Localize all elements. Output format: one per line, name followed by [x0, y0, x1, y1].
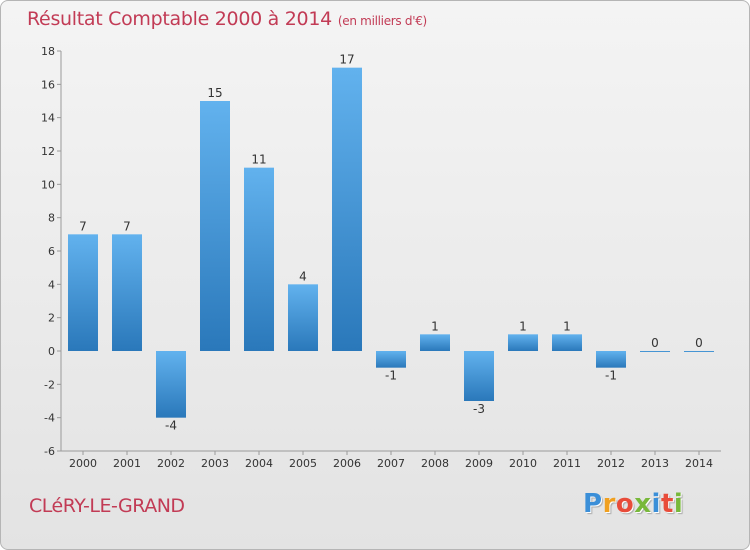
bar-2010: [508, 334, 538, 351]
data-label-2004: 11: [251, 153, 266, 167]
y-tick-label: 14: [41, 112, 55, 125]
chart-title-text: Résultat Comptable 2000 à 2014: [27, 8, 332, 30]
bar-2012: [596, 351, 626, 368]
y-tick-label: -2: [44, 378, 55, 391]
data-label-2005: 4: [299, 269, 307, 283]
data-label-2000: 7: [79, 219, 87, 233]
bar-2003: [200, 101, 230, 351]
y-tick-label: 0: [48, 345, 55, 358]
bar-2004: [244, 167, 274, 351]
bar-2001: [112, 234, 142, 351]
bar-2011: [552, 334, 582, 351]
data-label-2002: -4: [165, 419, 177, 433]
bar-2006: [332, 67, 362, 352]
bar-2002: [156, 351, 186, 418]
x-tick-label: 2009: [465, 457, 493, 470]
data-label-2006: 17: [339, 53, 354, 67]
data-label-2011: 1: [563, 319, 571, 333]
bar-2014: [684, 351, 714, 352]
y-tick-label: 16: [41, 78, 55, 91]
y-tick-label: 8: [48, 212, 55, 225]
y-tick-label: 4: [48, 278, 55, 291]
data-label-2003: 15: [207, 86, 222, 100]
data-label-2014: 0: [695, 336, 703, 350]
x-tick-label: 2014: [685, 457, 713, 470]
x-tick-label: 2006: [333, 457, 361, 470]
proxiti-logo[interactable]: Proxiti: [583, 489, 683, 519]
data-label-2010: 1: [519, 319, 527, 333]
y-tick-label: 6: [48, 245, 55, 258]
logo-letter: o: [615, 489, 635, 519]
x-tick-label: 2003: [201, 457, 229, 470]
y-tick-label: 18: [41, 45, 55, 58]
logo-letter: x: [634, 489, 652, 519]
x-tick-label: 2011: [553, 457, 581, 470]
x-tick-label: 2013: [641, 457, 669, 470]
x-tick-label: 2012: [597, 457, 625, 470]
logo-letter: r: [602, 489, 616, 519]
x-tick-label: 2001: [113, 457, 141, 470]
y-tick-label: 2: [48, 312, 55, 325]
y-tick-label: -4: [44, 412, 55, 425]
x-tick-label: 2000: [69, 457, 97, 470]
bar-2013: [640, 351, 670, 352]
data-label-2012: -1: [605, 369, 617, 383]
bar-2009: [464, 351, 494, 401]
data-label-2007: -1: [385, 369, 397, 383]
logo-letter: P: [583, 489, 603, 519]
y-tick-label: 12: [41, 145, 55, 158]
bar-2007: [376, 351, 406, 368]
bar-2008: [420, 334, 450, 351]
x-tick-label: 2004: [245, 457, 273, 470]
data-label-2013: 0: [651, 336, 659, 350]
town-name: CLéRY-LE-GRAND: [29, 495, 185, 517]
x-tick-label: 2008: [421, 457, 449, 470]
x-tick-label: 2005: [289, 457, 317, 470]
y-tick-label: -6: [44, 445, 55, 458]
bar-2000: [68, 234, 98, 351]
data-label-2009: -3: [473, 402, 485, 416]
logo-letter: t: [660, 489, 674, 519]
x-tick-label: 2002: [157, 457, 185, 470]
logo-letter: i: [651, 489, 661, 519]
logo-letter: i: [673, 489, 684, 519]
data-label-2008: 1: [431, 319, 439, 333]
chart-unit: (en milliers d'€): [337, 14, 427, 28]
data-label-2001: 7: [123, 219, 131, 233]
bar-2005: [288, 284, 318, 351]
x-tick-label: 2010: [509, 457, 537, 470]
x-tick-label: 2007: [377, 457, 405, 470]
chart-title: Résultat Comptable 2000 à 2014 (en millie…: [27, 8, 427, 30]
y-tick-label: 10: [41, 178, 55, 191]
